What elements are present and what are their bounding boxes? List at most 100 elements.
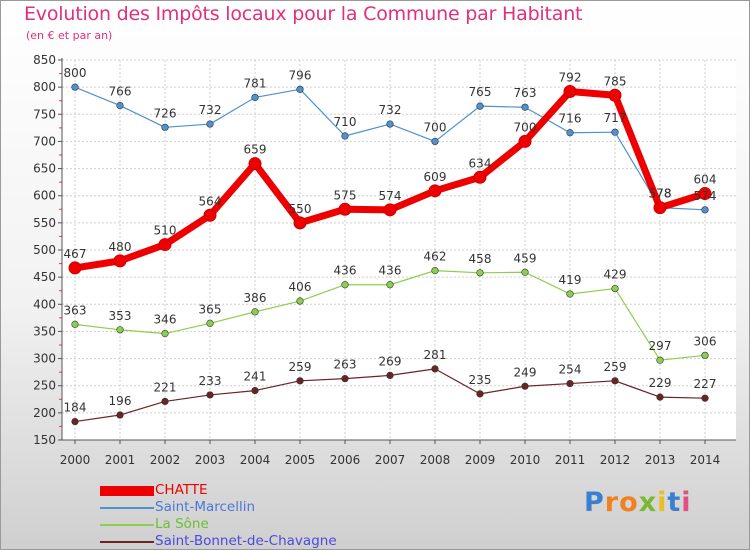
data-label: 353 — [109, 309, 132, 323]
data-point — [473, 170, 487, 184]
data-label: 717 — [604, 111, 627, 125]
proxiti-logo: Proxiti — [584, 487, 692, 518]
data-label: 233 — [199, 374, 222, 388]
data-point — [386, 120, 394, 128]
logo-letter: o — [619, 487, 639, 518]
data-label: 196 — [109, 394, 132, 408]
data-label: 609 — [424, 170, 447, 184]
data-point — [431, 365, 439, 373]
data-point — [206, 391, 214, 399]
data-label: 297 — [649, 339, 672, 353]
y-tick-label: 150 — [33, 433, 56, 447]
data-point — [566, 379, 574, 388]
y-tick-label: 550 — [33, 216, 56, 230]
data-point — [251, 308, 259, 316]
data-point — [161, 397, 169, 406]
y-tick-label: 350 — [33, 324, 56, 338]
data-point — [116, 101, 124, 110]
data-label: 700 — [424, 120, 447, 134]
data-label: 604 — [694, 173, 717, 187]
y-tick-label: 250 — [33, 379, 56, 393]
data-label: 259 — [289, 360, 312, 374]
data-point — [476, 102, 484, 110]
data-label: 184 — [64, 401, 87, 415]
data-point — [296, 297, 304, 305]
data-point — [521, 268, 529, 276]
data-point — [518, 134, 532, 148]
data-point — [116, 411, 124, 419]
data-point — [68, 261, 82, 275]
data-label: 574 — [379, 189, 402, 203]
data-label: 269 — [379, 354, 402, 368]
x-tick-label: 2005 — [285, 453, 316, 467]
x-tick-label: 2002 — [150, 453, 181, 467]
x-tick-label: 2012 — [600, 453, 631, 467]
y-tick-label: 650 — [33, 162, 56, 176]
data-label: 700 — [514, 120, 537, 134]
data-point — [341, 375, 349, 383]
x-tick-label: 2010 — [510, 453, 541, 467]
data-point — [611, 128, 619, 136]
data-point — [251, 93, 259, 102]
data-label: 259 — [604, 360, 627, 374]
data-point — [71, 83, 79, 91]
x-tick-label: 2011 — [555, 453, 586, 467]
data-point — [476, 390, 484, 398]
data-label: 564 — [199, 194, 222, 208]
data-label: 459 — [514, 251, 537, 265]
data-point — [653, 201, 667, 215]
y-tick-label: 500 — [33, 243, 56, 257]
x-tick-label: 2003 — [195, 453, 226, 467]
data-point — [206, 319, 214, 327]
legend-label: La Sône — [155, 516, 209, 532]
data-label: 419 — [559, 273, 582, 287]
data-label: 365 — [199, 302, 222, 316]
y-tick-label: 850 — [33, 53, 56, 67]
data-label: 766 — [109, 85, 132, 99]
data-label: 732 — [199, 103, 222, 117]
data-label: 406 — [289, 280, 312, 294]
data-label: 254 — [559, 363, 582, 377]
data-label: 796 — [289, 68, 312, 82]
data-label: 263 — [334, 358, 357, 372]
y-tick-label: 750 — [33, 107, 56, 121]
data-point — [251, 387, 259, 395]
legend-swatch — [100, 507, 154, 509]
x-tick-label: 2007 — [375, 453, 406, 467]
logo-letter: r — [604, 487, 620, 518]
data-point — [341, 132, 349, 140]
data-label: 732 — [379, 103, 402, 117]
data-point — [386, 371, 394, 380]
data-point — [116, 326, 124, 334]
data-point — [566, 290, 574, 298]
data-label: 763 — [514, 86, 537, 100]
legend-swatch — [100, 486, 154, 496]
y-tick-label: 800 — [33, 80, 56, 94]
data-point — [611, 377, 619, 385]
data-label: 221 — [154, 380, 177, 394]
y-tick-label: 400 — [33, 297, 56, 311]
data-point — [296, 377, 304, 385]
data-label: 346 — [154, 313, 177, 327]
logo-letter: i — [681, 487, 692, 518]
data-label: 229 — [649, 376, 672, 390]
data-label: 578 — [649, 187, 672, 201]
x-tick-label: 2000 — [60, 453, 91, 467]
data-label: 765 — [469, 85, 492, 99]
data-point — [476, 269, 484, 277]
data-label: 785 — [604, 74, 627, 88]
data-point — [71, 417, 79, 426]
logo-letter: t — [667, 487, 682, 518]
data-label: 241 — [244, 370, 267, 384]
data-label: 227 — [694, 377, 717, 391]
chart-subtitle: (en € et par an) — [26, 29, 113, 42]
x-tick-label: 2004 — [240, 453, 271, 467]
legend-label: Saint-Marcellin — [155, 499, 256, 515]
data-point — [338, 202, 352, 216]
data-label: 659 — [244, 143, 267, 157]
data-point — [386, 281, 394, 289]
data-point — [161, 123, 169, 131]
data-point — [656, 356, 664, 364]
data-label: 436 — [334, 264, 357, 278]
